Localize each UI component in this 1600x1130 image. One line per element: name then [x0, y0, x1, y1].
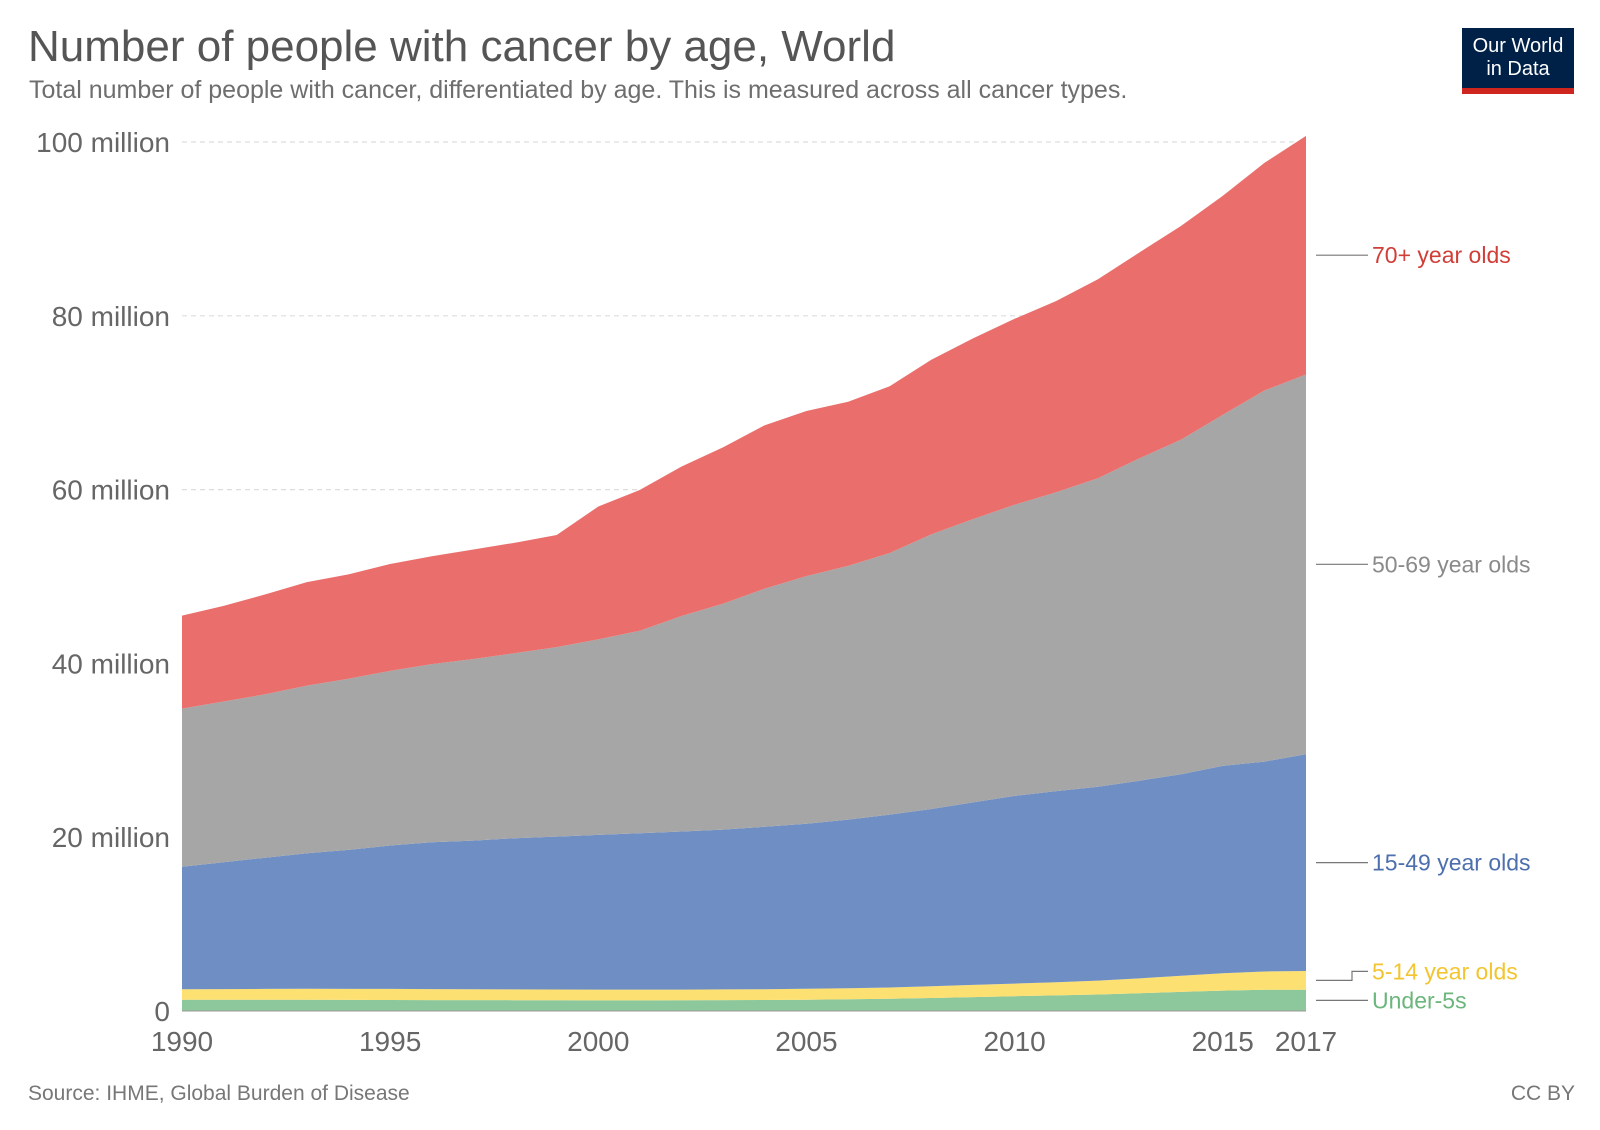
area-70-year-olds[interactable] [182, 135, 1306, 709]
x-tick-label: 2005 [775, 1026, 837, 1057]
area-15-49-year-olds[interactable] [182, 754, 1306, 990]
area-under-5s[interactable] [182, 989, 1306, 1011]
y-tick-label: 40 million [52, 648, 170, 679]
source-note: Source: IHME, Global Burden of Disease [28, 1082, 410, 1105]
legend: Under-5s 5-14 year olds 15-49 year olds 50-… [1316, 242, 1531, 1013]
license-link[interactable]: CC BY [1510, 1082, 1575, 1105]
logo-line-1: Our World [1472, 35, 1564, 57]
x-tick-label: 2017 [1275, 1026, 1337, 1057]
y-tick-label: 0 [154, 996, 170, 1027]
legend-label-15-49-year-olds[interactable]: 15-49 year olds [1372, 850, 1531, 876]
legend-label-70-year-olds[interactable]: 70+ year olds [1372, 242, 1511, 268]
legend-leader-line [1316, 970, 1368, 981]
our-world-in-data-logo[interactable]: Our World in Data [1462, 28, 1574, 94]
chart-subtitle: Total number of people with cancer, diff… [29, 76, 1128, 104]
x-tick-label: 2015 [1192, 1026, 1254, 1057]
area-series [182, 135, 1306, 1011]
axes: 0 20 million 40 million 60 million 80 millio… [36, 127, 1337, 1057]
x-tick-label: 1990 [151, 1026, 213, 1057]
x-tick-label: 1995 [359, 1026, 421, 1057]
legend-label-under-5s[interactable]: Under-5s [1372, 987, 1467, 1013]
legend-label-50-69-year-olds[interactable]: 50-69 year olds [1372, 551, 1531, 577]
x-tick-label: 2010 [983, 1026, 1045, 1057]
y-tick-label: 80 million [52, 301, 170, 332]
area-50-69-year-olds[interactable] [182, 374, 1306, 867]
y-tick-label: 20 million [52, 822, 170, 853]
x-tick-label: 2000 [567, 1026, 629, 1057]
area-5-14-year-olds[interactable] [182, 971, 1306, 1001]
y-tick-label: 100 million [36, 127, 170, 158]
legend-label-5-14-year-olds[interactable]: 5-14 year olds [1372, 958, 1518, 984]
y-tick-label: 60 million [52, 475, 170, 506]
chart-title: Number of people with cancer by age, Wor… [28, 22, 896, 71]
logo-line-2: in Data [1486, 58, 1550, 80]
